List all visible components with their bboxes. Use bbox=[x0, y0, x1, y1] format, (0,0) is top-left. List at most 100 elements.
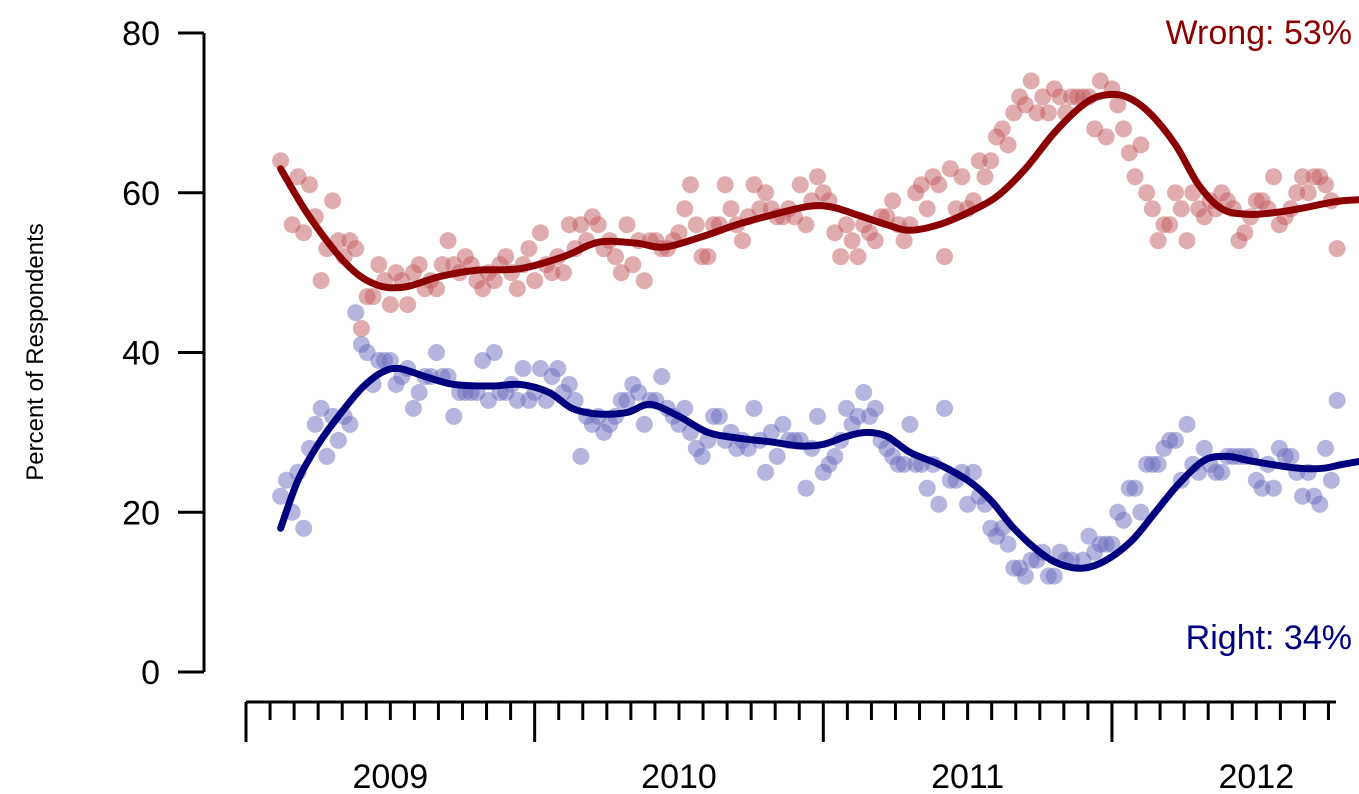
wrong-point bbox=[301, 176, 319, 194]
right-point bbox=[653, 367, 671, 385]
wrong-point bbox=[1039, 104, 1057, 122]
right-point bbox=[635, 415, 653, 433]
x-year-label: 2012 bbox=[1218, 758, 1294, 794]
wrong-point bbox=[918, 200, 936, 218]
annotation-right: Right: 34% bbox=[1186, 619, 1352, 657]
wrong-point bbox=[895, 232, 913, 250]
wrong-point bbox=[1265, 168, 1283, 186]
right-point bbox=[428, 344, 446, 361]
right-point bbox=[272, 487, 290, 505]
right-point bbox=[485, 344, 503, 361]
wrong-point bbox=[624, 256, 642, 274]
right-point bbox=[1126, 479, 1144, 497]
right-point bbox=[930, 495, 948, 513]
y-tick-label: 0 bbox=[141, 654, 160, 692]
wrong-point bbox=[1161, 216, 1179, 234]
wrong-point bbox=[733, 232, 751, 250]
right-point bbox=[855, 383, 873, 401]
right-point bbox=[710, 407, 728, 425]
wrong-point bbox=[520, 240, 538, 258]
right-point bbox=[693, 447, 711, 465]
wrong-point bbox=[999, 136, 1017, 154]
wrong-point bbox=[410, 256, 428, 274]
right-point bbox=[774, 415, 792, 433]
wrong-point bbox=[606, 248, 624, 266]
wrong-point bbox=[1097, 128, 1115, 146]
wrong-point bbox=[1236, 224, 1254, 242]
x-year-label: 2009 bbox=[353, 758, 429, 794]
wrong-point bbox=[272, 152, 290, 170]
wrong-point bbox=[716, 176, 734, 194]
right-point bbox=[549, 359, 567, 377]
wrong-point bbox=[930, 176, 948, 194]
wrong-point bbox=[1138, 184, 1156, 202]
right-point bbox=[329, 431, 347, 449]
wrong-point bbox=[635, 272, 653, 290]
wrong-point bbox=[1143, 200, 1161, 218]
wrong-point bbox=[676, 200, 694, 218]
right-point bbox=[560, 375, 578, 393]
right-point bbox=[1045, 567, 1063, 585]
right-point bbox=[514, 359, 532, 377]
wrong-point bbox=[797, 216, 815, 234]
wrong-point bbox=[295, 224, 313, 242]
wrong-point bbox=[526, 272, 544, 290]
wrong-point bbox=[555, 264, 573, 282]
right-point bbox=[797, 479, 815, 497]
wrong-point bbox=[953, 168, 971, 186]
y-axis-label: Percent of Respondents bbox=[22, 223, 49, 481]
right-point bbox=[1016, 567, 1034, 585]
wrong-point bbox=[1126, 168, 1144, 186]
wrong-point bbox=[837, 216, 855, 234]
right-point bbox=[1213, 463, 1231, 481]
right-point bbox=[318, 447, 336, 465]
wrong-point bbox=[849, 248, 867, 266]
wrong-point bbox=[1299, 184, 1317, 202]
right-point bbox=[809, 407, 827, 425]
wrong-point bbox=[866, 232, 884, 250]
right-point bbox=[347, 304, 365, 322]
right-point bbox=[1265, 479, 1283, 497]
right-point bbox=[341, 415, 359, 433]
points-layer bbox=[272, 72, 1346, 585]
right-point bbox=[1103, 535, 1121, 553]
y-tick-label: 20 bbox=[122, 494, 160, 532]
wrong-point bbox=[399, 296, 417, 314]
right-point bbox=[1322, 471, 1340, 489]
wrong-point bbox=[352, 320, 370, 338]
right-point bbox=[901, 415, 919, 433]
wrong-point bbox=[1149, 232, 1167, 250]
wrong-point bbox=[993, 120, 1011, 138]
wrong-point bbox=[976, 168, 994, 186]
right-point bbox=[1166, 431, 1184, 449]
right-point bbox=[964, 463, 982, 481]
right-point bbox=[1149, 455, 1167, 473]
wrong-point bbox=[757, 184, 775, 202]
right-point bbox=[826, 447, 844, 465]
right-point bbox=[445, 407, 463, 425]
wrong-point bbox=[670, 224, 688, 242]
wrong-point bbox=[312, 272, 330, 290]
right-point bbox=[745, 399, 763, 417]
wrong-point bbox=[618, 216, 636, 234]
y-tick-label: 60 bbox=[122, 175, 160, 213]
right-point bbox=[306, 415, 324, 433]
right-point bbox=[768, 447, 786, 465]
wrong-point bbox=[1328, 240, 1346, 258]
right-point bbox=[295, 519, 313, 537]
right-point bbox=[1178, 415, 1196, 433]
x-year-label: 2010 bbox=[641, 758, 717, 794]
right-point bbox=[1282, 447, 1300, 465]
right-point bbox=[1317, 439, 1335, 457]
wrong-point bbox=[428, 280, 446, 298]
right-point bbox=[572, 447, 590, 465]
wrong-point bbox=[699, 248, 717, 266]
y-tick-label: 40 bbox=[122, 335, 160, 373]
wrong-point bbox=[324, 192, 342, 210]
wrong-point bbox=[589, 216, 607, 234]
wrong-point bbox=[485, 272, 503, 290]
right-point bbox=[999, 535, 1017, 553]
right-point bbox=[1195, 439, 1213, 457]
right-point bbox=[1328, 391, 1346, 409]
